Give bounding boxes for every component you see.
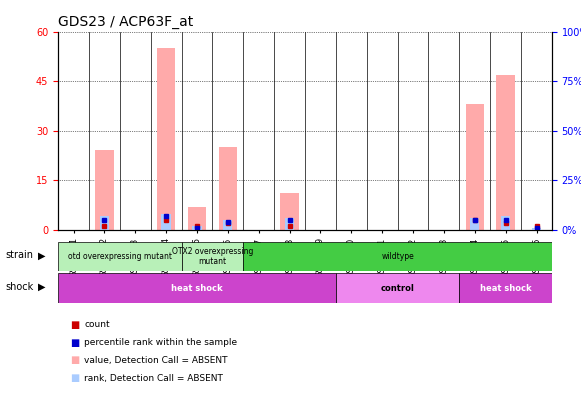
Bar	[465, 104, 484, 230]
FancyBboxPatch shape	[58, 273, 336, 303]
Bar	[218, 147, 237, 230]
Bar	[157, 48, 175, 230]
FancyBboxPatch shape	[58, 242, 181, 271]
Bar	[285, 218, 294, 230]
Bar	[496, 74, 515, 230]
FancyBboxPatch shape	[243, 242, 552, 271]
Bar	[223, 220, 232, 230]
Text: heat shock: heat shock	[171, 284, 223, 293]
FancyBboxPatch shape	[336, 273, 460, 303]
Text: percentile rank within the sample: percentile rank within the sample	[84, 338, 238, 347]
Text: ■: ■	[70, 320, 79, 330]
Text: rank, Detection Call = ABSENT: rank, Detection Call = ABSENT	[84, 374, 223, 383]
Text: strain: strain	[6, 250, 34, 261]
Text: count: count	[84, 320, 110, 329]
Bar	[280, 193, 299, 230]
Bar	[100, 216, 109, 230]
Bar	[192, 226, 202, 230]
Text: GDS23 / ACP63F_at: GDS23 / ACP63F_at	[58, 15, 193, 29]
Bar	[162, 214, 171, 230]
Bar	[470, 218, 479, 230]
Text: ▶: ▶	[38, 282, 45, 292]
Bar	[501, 216, 510, 230]
FancyBboxPatch shape	[460, 273, 552, 303]
Text: OTX2 overexpressing
mutant: OTX2 overexpressing mutant	[172, 247, 253, 266]
Bar	[95, 150, 114, 230]
FancyBboxPatch shape	[181, 242, 243, 271]
Text: ■: ■	[70, 373, 79, 383]
Bar	[532, 228, 541, 230]
Text: value, Detection Call = ABSENT: value, Detection Call = ABSENT	[84, 356, 228, 365]
Text: ■: ■	[70, 355, 79, 366]
Text: ▶: ▶	[38, 250, 45, 261]
Text: shock: shock	[6, 282, 34, 292]
Bar	[188, 207, 206, 230]
Text: ■: ■	[70, 337, 79, 348]
Text: control: control	[381, 284, 415, 293]
Text: otd overexpressing mutant: otd overexpressing mutant	[68, 252, 172, 261]
Text: wildtype: wildtype	[381, 252, 414, 261]
Text: heat shock: heat shock	[480, 284, 532, 293]
